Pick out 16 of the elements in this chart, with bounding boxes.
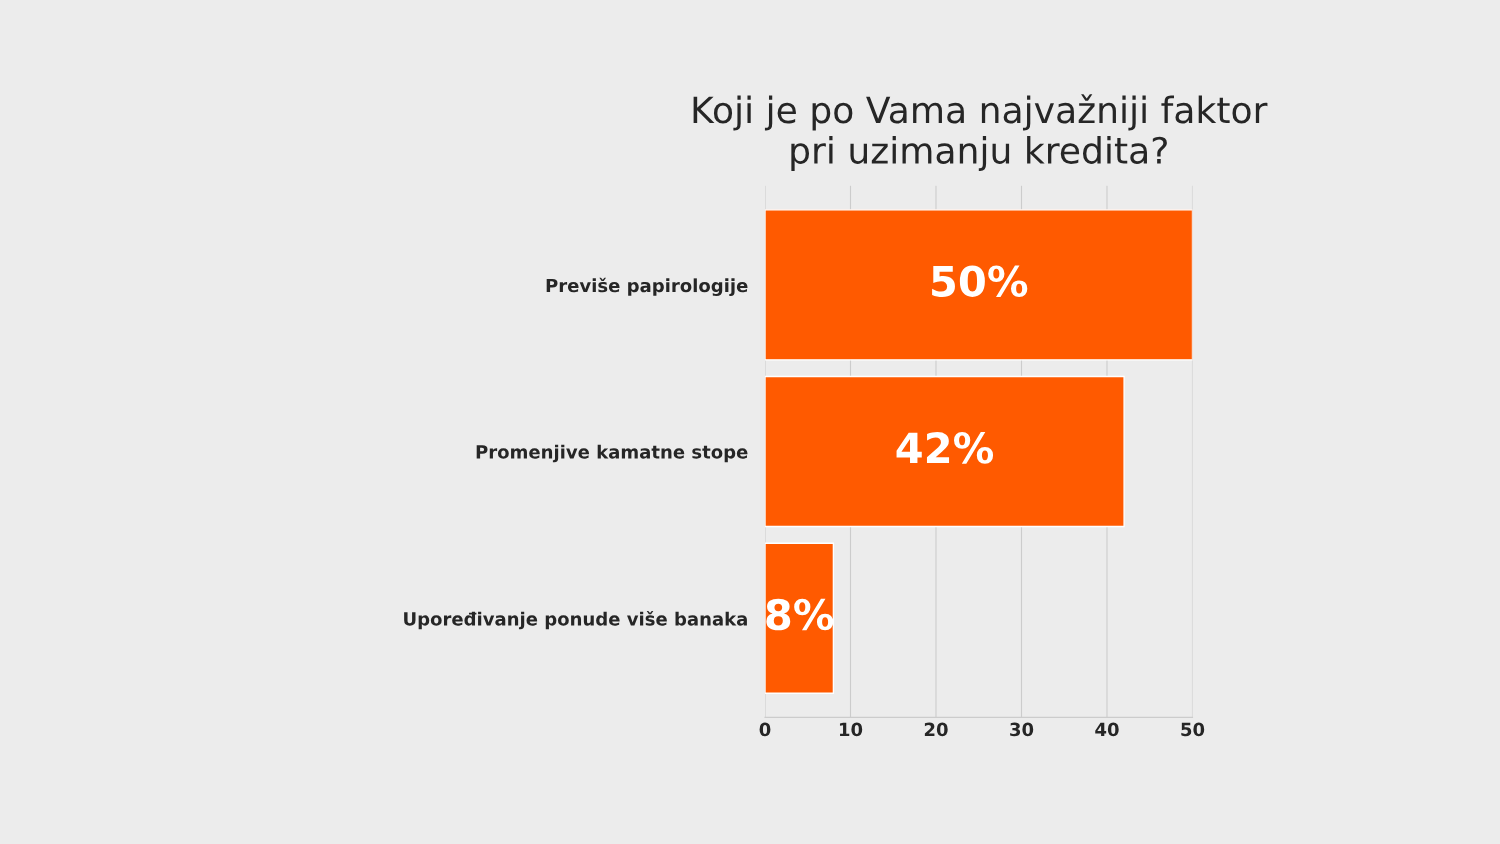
bar [765,375,1125,528]
bar [765,209,1193,361]
x-tick-label: 0 [759,722,771,737]
data-label: 42% [896,432,994,464]
x-tick-label: 30 [1010,722,1034,737]
data-label: 50% [932,265,1028,297]
x-tick-label: 10 [839,722,863,737]
data-label: 8% [766,598,834,631]
chart-title: Koji je po Vama najvažniji faktor pri uzimanju kredita? [693,94,1268,171]
y-tick-label: Promenjive kamatne stope [476,444,748,463]
x-tick-label: 20 [924,722,948,737]
bar [765,542,835,694]
y-tick-label: Upoređivanje ponude više banaka [404,611,747,630]
y-tick-label: Previše papirologije [546,277,748,296]
x-tick-label: 40 [1095,722,1119,737]
x-tick-label: 50 [1181,722,1205,737]
